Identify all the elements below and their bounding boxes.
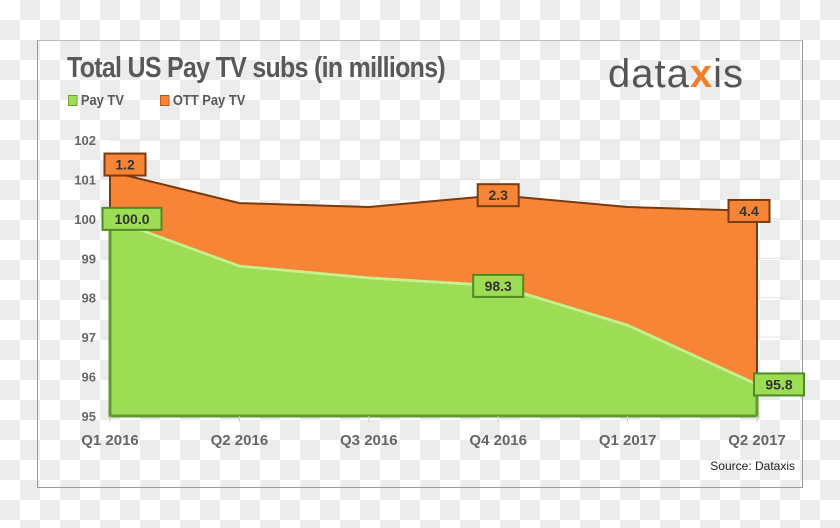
data-label-pay-tv: 100.0 <box>114 211 149 227</box>
data-label-pay-tv: 98.3 <box>485 278 512 294</box>
pay-tv-highlight-line <box>109 217 758 386</box>
y-tick-label: 97 <box>82 330 96 345</box>
data-label-pay-tv: 95.8 <box>765 376 792 392</box>
data-label-pay-tv-box <box>472 273 525 298</box>
x-tick-label: Q4 2016 <box>469 432 527 449</box>
y-tick-label: 95 <box>82 409 96 424</box>
legend-label: Pay TV <box>80 92 124 109</box>
y-tick-label: 102 <box>74 133 96 148</box>
data-label-ott: 4.4 <box>739 203 759 219</box>
data-label-ott-box <box>476 183 520 208</box>
y-tick-label: 100 <box>74 212 96 227</box>
chart-title: Total US Pay TV subs (in millions) <box>67 52 446 84</box>
x-tick-label: Q2 2016 <box>211 432 269 449</box>
x-tick-label: Q1 2017 <box>599 432 657 449</box>
legend-label: OTT Pay TV <box>172 92 246 109</box>
legend-swatch <box>68 95 78 106</box>
legend-item-pay-tv: Pay TV <box>68 92 124 109</box>
data-label-ott-box <box>103 152 147 177</box>
legend-item-ott: OTT Pay TV <box>160 92 245 109</box>
y-tick-label: 98 <box>82 291 96 306</box>
y-tick-label: 96 <box>82 370 96 385</box>
data-label-ott-box <box>727 198 771 223</box>
x-tick-label: Q2 2017 <box>728 432 786 449</box>
data-label-pay-tv-box <box>753 372 805 397</box>
dataxis-logo: dataxis <box>608 52 744 96</box>
source-note: Source: Dataxis <box>710 459 795 473</box>
legend-swatch <box>160 95 170 106</box>
data-label-pay-tv-box <box>101 206 163 231</box>
x-tick-label: Q3 2016 <box>340 432 398 449</box>
x-tick-label: Q1 2016 <box>81 432 139 449</box>
y-tick-label: 101 <box>74 172 96 187</box>
chart-frame <box>37 40 803 488</box>
y-tick-label: 99 <box>82 251 96 266</box>
data-label-ott: 1.2 <box>115 157 135 173</box>
data-label-ott: 2.3 <box>488 187 508 203</box>
